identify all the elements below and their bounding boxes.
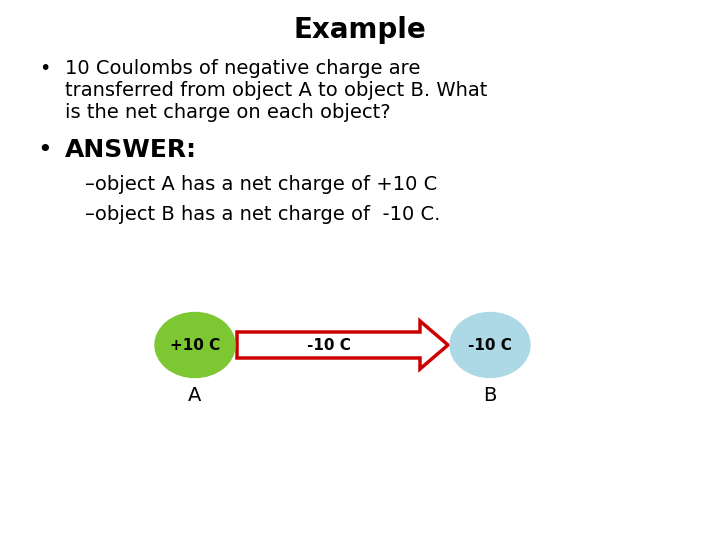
Text: •: •: [40, 58, 50, 78]
Text: –object A has a net charge of +10 C: –object A has a net charge of +10 C: [85, 176, 437, 194]
Text: -10 C: -10 C: [468, 338, 512, 353]
Text: –object B has a net charge of  -10 C.: –object B has a net charge of -10 C.: [85, 206, 441, 225]
Text: transferred from object A to object B. What: transferred from object A to object B. W…: [65, 80, 487, 99]
Text: B: B: [483, 386, 497, 405]
Text: Example: Example: [294, 16, 426, 44]
Text: •: •: [37, 138, 53, 162]
Ellipse shape: [450, 313, 530, 377]
Text: A: A: [189, 386, 202, 405]
Text: 10 Coulombs of negative charge are: 10 Coulombs of negative charge are: [65, 58, 420, 78]
Text: ANSWER:: ANSWER:: [65, 138, 197, 162]
Polygon shape: [237, 321, 448, 369]
Text: is the net charge on each object?: is the net charge on each object?: [65, 103, 391, 122]
Ellipse shape: [155, 313, 235, 377]
Text: -10 C: -10 C: [307, 338, 351, 353]
Text: +10 C: +10 C: [170, 338, 220, 353]
